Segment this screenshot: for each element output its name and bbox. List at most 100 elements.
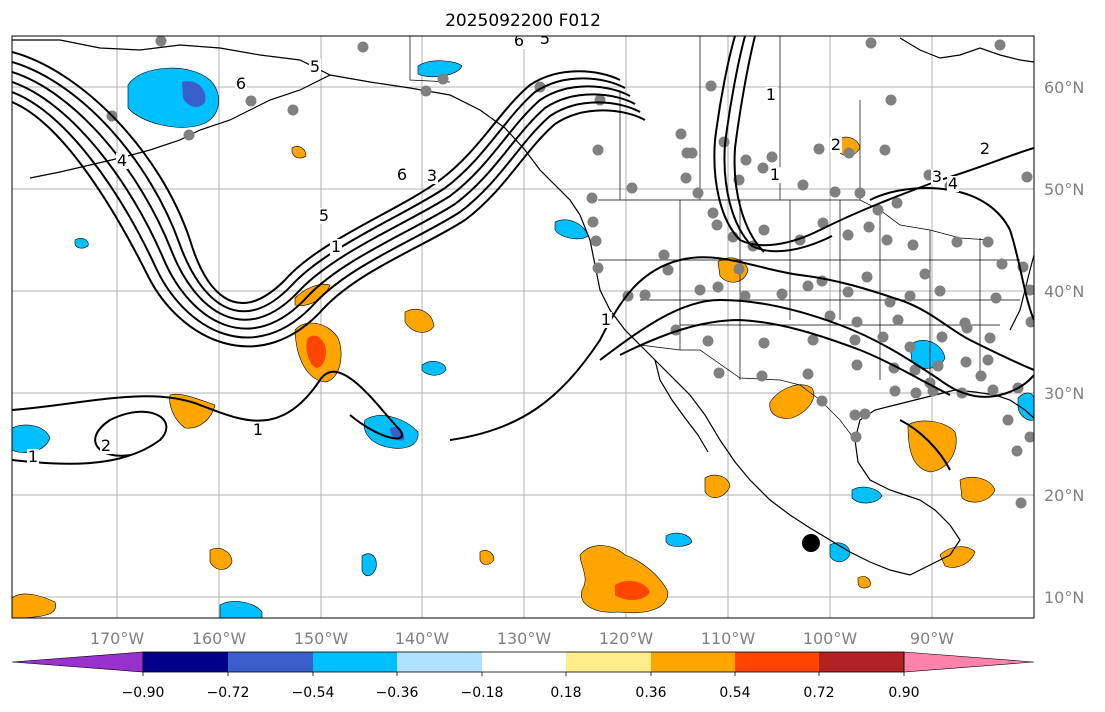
contour-label-bg xyxy=(309,59,321,75)
contour-label: 2 xyxy=(831,135,841,154)
contour-label-bg xyxy=(318,208,330,224)
contour-trough-5 xyxy=(12,91,641,339)
station-dot xyxy=(984,332,996,344)
gulf-mexico-coast xyxy=(854,389,1034,556)
contour-label-bg xyxy=(330,239,342,255)
station-dot xyxy=(776,288,788,300)
colorbar-segment xyxy=(313,652,397,672)
positive-anomaly-15 xyxy=(479,550,495,565)
negative-anomaly-small-8 xyxy=(1017,392,1034,421)
contour-jet-3 xyxy=(619,318,951,396)
colorbar-segment xyxy=(397,652,482,672)
station-dot xyxy=(861,271,873,283)
station-dot xyxy=(658,249,670,261)
station-dot xyxy=(713,367,725,379)
longitude-tick-label: 150°W xyxy=(294,629,349,648)
longitude-tick-label: 90°W xyxy=(910,629,954,648)
station-dot xyxy=(739,290,751,302)
gulf-alaska-coast xyxy=(329,74,581,216)
station-dot xyxy=(849,409,861,421)
contour-label: 1 xyxy=(28,447,38,466)
positive-anomaly-16 xyxy=(291,146,307,159)
latitude-tick-label: 30°N xyxy=(1044,384,1084,403)
station-dot xyxy=(1011,445,1023,457)
station-dot xyxy=(681,147,693,159)
station-dot xyxy=(718,136,730,148)
contour-trough-4 xyxy=(12,81,636,330)
station-dot xyxy=(586,192,598,204)
contour-label: 1 xyxy=(253,420,263,439)
contour-trough-3 xyxy=(12,71,631,321)
station-dot xyxy=(594,94,606,106)
contour-trough-1 xyxy=(12,51,621,304)
station-dot xyxy=(712,281,724,293)
station-dot xyxy=(662,264,674,276)
colorbar-tick-label: −0.54 xyxy=(292,685,335,701)
contour-label: 3 xyxy=(932,167,942,186)
contour-jet-1 xyxy=(449,256,1034,441)
station-dot xyxy=(919,268,931,280)
station-dot xyxy=(1024,284,1034,296)
negative-anomaly-small-10 xyxy=(74,238,89,249)
station-dot xyxy=(849,334,861,346)
colorbar-tick-label: 0.72 xyxy=(803,685,834,701)
station-dot xyxy=(994,39,1006,51)
station-dot xyxy=(851,359,863,371)
anomaly-fields xyxy=(12,60,1034,618)
positive-anomaly-2 xyxy=(169,393,216,429)
positive-anomaly-17 xyxy=(857,576,871,589)
station-dot xyxy=(437,73,449,85)
station-dot xyxy=(859,408,871,420)
colorbar-segment xyxy=(819,652,904,672)
contour-label: 1 xyxy=(331,237,341,256)
negative-anomaly-small-9 xyxy=(665,532,693,547)
contour-lines xyxy=(12,36,1034,471)
station-dot xyxy=(891,197,903,209)
station-dot xyxy=(766,151,778,163)
station-dot xyxy=(892,314,904,326)
contour-label: 2 xyxy=(980,139,990,158)
station-dot xyxy=(675,128,687,140)
station-markers xyxy=(106,36,1034,509)
contour-coast-east xyxy=(899,419,951,471)
contour-subtropic-2 xyxy=(12,410,168,465)
us-mexico-border xyxy=(639,344,856,441)
contour-label: 4 xyxy=(117,151,127,170)
colorbar-tick-labels: −0.90 −0.72 −0.54 −0.36 −0.18 0.18 0.36 0.54 0.7… xyxy=(122,672,920,701)
colorbar-tick-label: 0.18 xyxy=(550,685,581,701)
contour-ridge-2 xyxy=(723,36,833,253)
station-dot xyxy=(996,258,1008,270)
station-dot xyxy=(183,129,195,141)
station-dot xyxy=(357,41,369,53)
colorbar-tick-label: 0.54 xyxy=(719,685,750,701)
station-dot xyxy=(758,337,770,349)
contour-label-bg xyxy=(931,169,943,185)
station-dot xyxy=(1015,497,1027,509)
longitude-tick-label: 120°W xyxy=(599,629,654,648)
station-dot xyxy=(987,384,999,396)
colorbar-extend-low xyxy=(11,651,144,673)
station-dot xyxy=(694,284,706,296)
colorbar-tick-label: −0.72 xyxy=(207,685,250,701)
positive-anomaly-12 xyxy=(209,548,233,570)
station-dot xyxy=(756,370,768,382)
contour-label-bg xyxy=(979,141,991,157)
station-dot xyxy=(1002,414,1014,426)
longitude-tick-label: 130°W xyxy=(497,629,552,648)
station-dot xyxy=(757,162,769,174)
contour-label-bg xyxy=(27,449,39,465)
station-dot xyxy=(904,290,916,302)
colorbar-tick-label: 0.90 xyxy=(888,685,919,701)
longitude-tick-label: 100°W xyxy=(803,629,858,648)
station-dot xyxy=(936,331,948,343)
station-dot xyxy=(865,37,877,49)
contour-label-bg xyxy=(235,76,247,92)
colorbar-tick-label: −0.18 xyxy=(461,685,504,701)
negative-anomaly-small-4 xyxy=(219,601,263,618)
contour-label: 1 xyxy=(601,310,611,329)
latitude-tick-label: 10°N xyxy=(1044,588,1084,607)
station-dot xyxy=(872,204,884,216)
station-dot xyxy=(1025,316,1034,328)
station-dot xyxy=(590,235,602,247)
station-dot xyxy=(863,221,875,233)
